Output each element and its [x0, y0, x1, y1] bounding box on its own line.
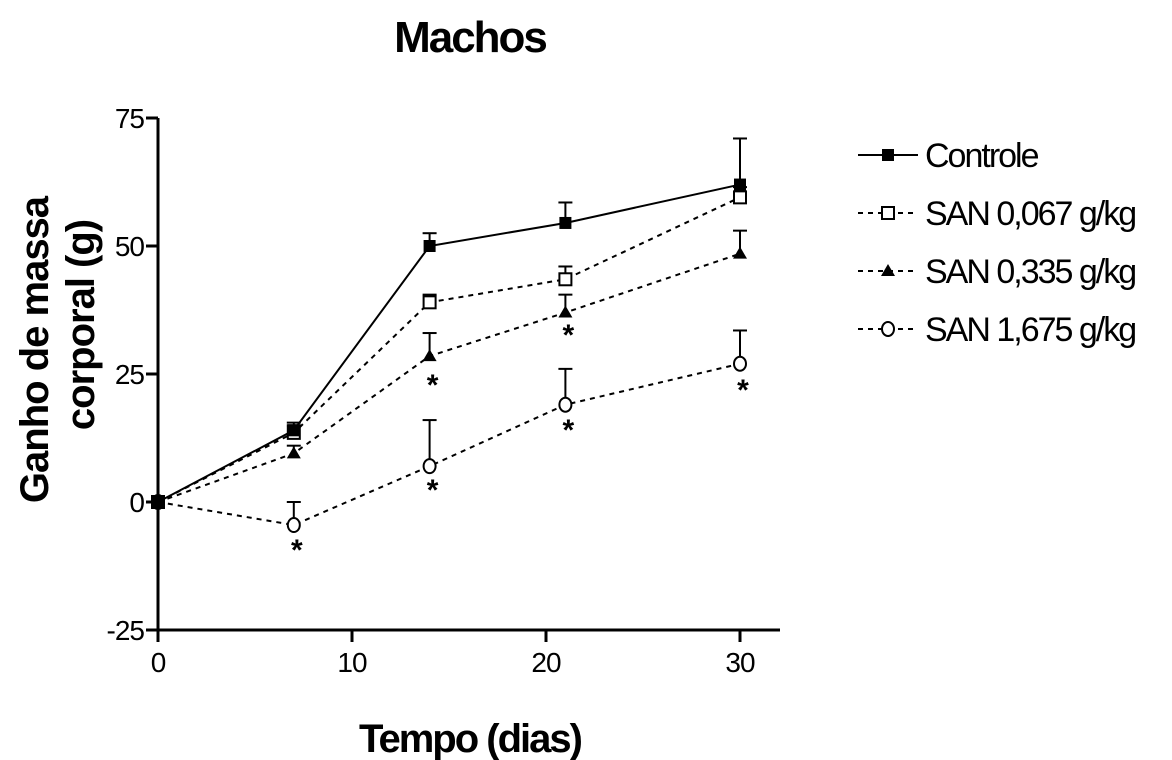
data-point	[559, 216, 572, 229]
data-point	[733, 246, 747, 259]
legend-item-2: SAN 0,067 g/kg	[858, 195, 1137, 233]
series-4	[151, 329, 747, 534]
data-point	[286, 446, 301, 459]
significance-layer: * * * * * *	[291, 319, 749, 567]
x-tick-label: 20	[531, 647, 561, 678]
series-3	[151, 229, 747, 507]
x-tick-label: 10	[337, 647, 367, 678]
legend-label: Controle	[925, 137, 1039, 175]
significance-marker: *	[563, 319, 575, 352]
y-axis-label-line2: corporal (g)	[59, 220, 103, 430]
y-tick-label: 75	[115, 103, 145, 134]
significance-marker: *	[427, 369, 439, 402]
y-tick-label: -25	[107, 615, 145, 646]
series-line	[157, 183, 741, 503]
x-tick-label: 30	[725, 647, 755, 678]
data-point	[422, 458, 437, 475]
significance-marker: *	[563, 414, 575, 447]
data-point	[733, 355, 747, 372]
x-tick-label: 0	[151, 647, 166, 678]
data-point	[734, 178, 746, 191]
series-line	[157, 252, 741, 503]
y-tick-label: 50	[115, 231, 145, 262]
series-line	[157, 362, 741, 527]
chart-title: Machos	[394, 13, 546, 62]
significance-marker: *	[737, 374, 749, 407]
legend-label: SAN 0,335 g/kg	[925, 253, 1135, 291]
legend-marker	[881, 321, 895, 337]
significance-marker: *	[291, 534, 303, 567]
data-point	[558, 305, 573, 318]
legend-label: SAN 0,067 g/kg	[925, 195, 1135, 233]
legend-item-4: SAN 1,675 g/kg	[858, 311, 1137, 349]
data-point	[286, 517, 301, 534]
data-point	[152, 496, 164, 508]
data-point	[558, 396, 573, 413]
y-tick-label: 25	[115, 359, 145, 390]
y-axis-label-line1: Ganho de massa	[13, 195, 57, 503]
data-point	[422, 295, 437, 310]
x-axis-label: Tempo (dias)	[359, 717, 582, 760]
legend-item-1: Controle	[858, 137, 1041, 175]
legend: Controle SAN 0,067 g/kg SAN 0,335 g/kg SAN …	[858, 137, 1137, 349]
legend-marker	[881, 264, 895, 276]
data-point	[733, 190, 747, 205]
data-point	[422, 349, 437, 362]
data-point	[287, 424, 300, 437]
legend-item-3: SAN 0,335 g/kg	[858, 253, 1137, 291]
significance-marker: *	[427, 474, 439, 507]
series-layer	[151, 137, 747, 534]
data-point	[423, 240, 436, 252]
series-1	[152, 137, 747, 508]
legend-marker	[882, 149, 894, 161]
legend-marker	[881, 206, 895, 220]
data-point	[558, 272, 573, 287]
legend-label: SAN 1,675 g/kg	[925, 311, 1135, 349]
series-2	[151, 186, 747, 509]
y-tick-label: 0	[129, 487, 144, 518]
